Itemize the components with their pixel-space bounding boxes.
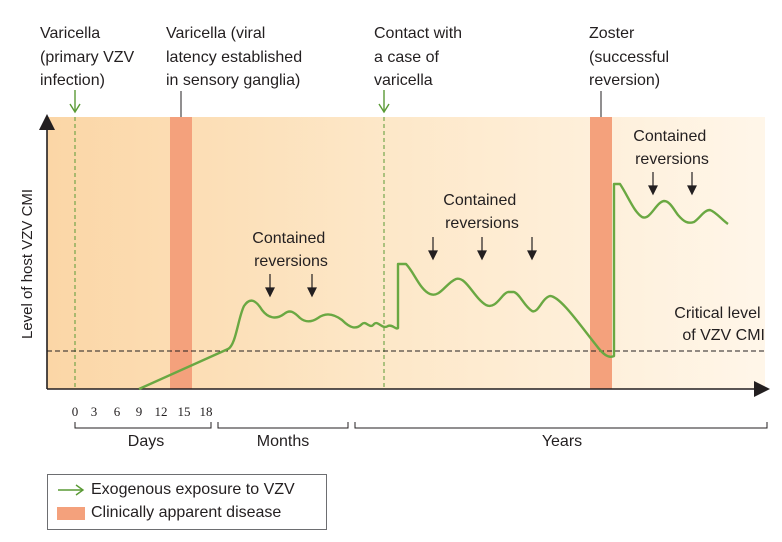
exposure-arrow-icon bbox=[69, 90, 81, 114]
label-primary-infection: Varicella (primary VZV infection) bbox=[40, 25, 139, 89]
disease-bar-zoster bbox=[590, 117, 612, 389]
exposure-arrow-icon bbox=[378, 90, 390, 114]
day-tick-label: 0 bbox=[72, 404, 79, 419]
reversion-arrow-icon bbox=[527, 237, 537, 261]
legend-exposure-label: Exogenous exposure to VZV bbox=[91, 481, 295, 498]
plot-background bbox=[47, 117, 765, 389]
contained-reversions-label: Contained reversions bbox=[633, 128, 710, 168]
disease-bar-varicella bbox=[170, 117, 192, 389]
day-ticks: 0 3 6 9 12 15 18 bbox=[72, 404, 213, 419]
label-contact: Contact with a case of varicella bbox=[374, 25, 467, 89]
critical-level-label: Critical level of VZV CMI bbox=[674, 305, 765, 344]
contained-reversions-label: Contained reversions bbox=[443, 192, 520, 232]
day-tick-label: 18 bbox=[200, 404, 213, 419]
legend-disease-label: Clinically apparent disease bbox=[91, 504, 282, 521]
reversion-arrow-icon bbox=[265, 274, 275, 298]
day-tick-label: 9 bbox=[136, 404, 143, 419]
reversion-arrow-icon bbox=[687, 172, 697, 196]
y-axis-label: Level of host VZV CMI bbox=[19, 189, 36, 339]
reversion-arrow-icon bbox=[307, 274, 317, 298]
label-viral-latency: Varicella (viral latency established in … bbox=[166, 25, 307, 89]
day-tick-label: 3 bbox=[91, 404, 98, 419]
exposure-arrow-icon bbox=[57, 482, 85, 498]
period-brackets bbox=[74, 422, 768, 429]
legend-disease: Clinically apparent disease bbox=[57, 502, 281, 524]
cmi-curve bbox=[138, 182, 729, 391]
period-days-label: Days bbox=[128, 433, 164, 450]
contained-reversions-label: Contained reversions bbox=[252, 230, 329, 270]
reversion-arrow-icon bbox=[428, 237, 438, 261]
label-zoster: Zoster (successful reversion) bbox=[589, 25, 673, 89]
period-months-label: Months bbox=[257, 433, 309, 450]
disease-swatch bbox=[57, 506, 85, 520]
day-tick-label: 15 bbox=[178, 404, 191, 419]
day-tick-label: 12 bbox=[155, 404, 168, 419]
reversion-arrow-icon bbox=[648, 172, 658, 196]
legend: Exogenous exposure to VZV Clinically app… bbox=[47, 474, 327, 530]
reversion-arrow-icon bbox=[477, 237, 487, 261]
period-years-label: Years bbox=[542, 433, 582, 450]
day-tick-label: 6 bbox=[114, 404, 121, 419]
legend-exposure: Exogenous exposure to VZV bbox=[57, 479, 295, 501]
